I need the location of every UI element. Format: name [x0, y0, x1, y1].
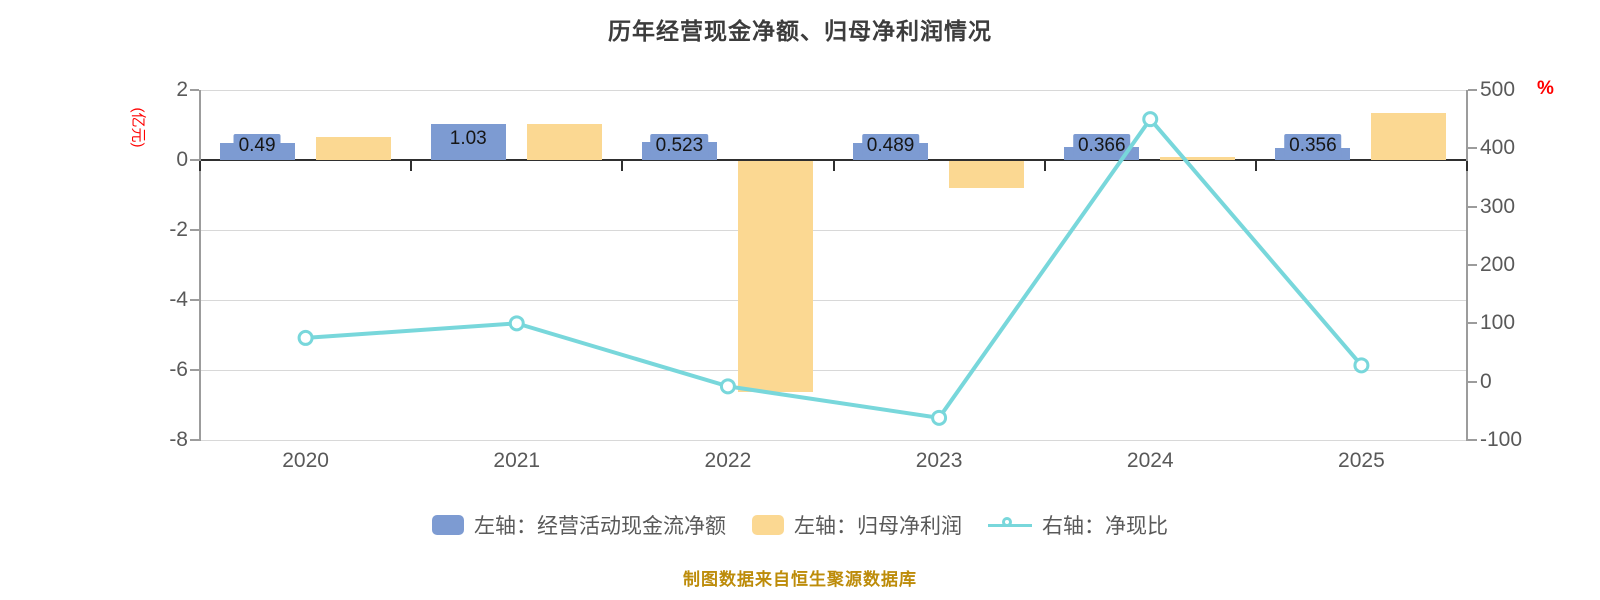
left-axis-tick-label: -2	[169, 218, 188, 241]
bar-value-label-2020: 0.49	[233, 134, 281, 158]
legend-swatch-operating-cashflow	[432, 515, 464, 535]
bar-net-profit-2020[interactable]	[315, 137, 391, 160]
right-axis-tick	[1468, 205, 1477, 208]
x-axis-tick	[832, 161, 835, 171]
right-axis-tick	[1468, 439, 1477, 441]
data-source-note: 制图数据来自恒生聚源数据库	[683, 570, 917, 589]
x-axis-label-2024: 2024	[1126, 449, 1174, 472]
left-axis-tick	[190, 369, 199, 371]
chart-title: 历年经营现金净额、归母净利润情况	[608, 18, 992, 44]
gridline	[200, 299, 1467, 301]
legend-item-net-cash-ratio[interactable]: 右轴：净现比	[988, 510, 1168, 540]
line-point-2024[interactable]	[1142, 111, 1159, 128]
legend-label-net-cash-ratio: 右轴：净现比	[1042, 515, 1168, 538]
right-axis-tick-label: 500	[1480, 78, 1516, 101]
legend-item-operating-cashflow[interactable]: 左轴：经营活动现金流净额	[432, 510, 726, 540]
bar-net-profit-2024[interactable]	[1160, 157, 1236, 160]
right-axis-tick	[1468, 380, 1477, 383]
x-axis-label-2022: 2022	[704, 449, 752, 472]
line-point-2021[interactable]	[508, 315, 525, 332]
right-axis-unit-label: %	[1537, 78, 1554, 99]
x-axis-tick	[410, 161, 413, 171]
x-axis-label-2021: 2021	[493, 449, 541, 472]
right-axis-line	[1466, 90, 1468, 441]
bar-value-label-2021: 1.03	[444, 126, 492, 151]
bar-value-label-2025: 0.356	[1284, 134, 1342, 158]
gridline	[200, 89, 1467, 91]
right-axis-tick-label: 300	[1480, 194, 1516, 218]
net-cash-ratio-line	[305, 115, 1363, 420]
left-axis-tick-label: -8	[169, 428, 188, 451]
right-axis-tick-label: 200	[1480, 253, 1516, 276]
right-axis-tick	[1468, 147, 1477, 150]
x-axis-label-2020: 2020	[282, 449, 329, 472]
left-axis-tick-label: -4	[169, 288, 188, 311]
left-axis-tick-label: 0	[176, 148, 188, 171]
bar-net-profit-2021[interactable]	[526, 123, 602, 160]
left-axis-tick	[190, 159, 199, 161]
left-axis-tick	[190, 299, 199, 301]
zero-axis-line	[200, 159, 1467, 161]
left-axis-tick	[190, 89, 199, 91]
line-point-2022[interactable]	[719, 378, 736, 395]
legend: 左轴：经营活动现金流净额 左轴：归母净利润 右轴：净现比	[0, 510, 1600, 540]
x-axis-tick	[1466, 161, 1468, 171]
gridline	[200, 369, 1467, 371]
line-point-2025[interactable]	[1353, 357, 1370, 374]
right-axis-tick-label: -100	[1480, 428, 1523, 451]
right-axis-tick-label: 400	[1480, 136, 1516, 160]
right-axis-tick	[1468, 264, 1477, 266]
bar-net-profit-2025[interactable]	[1371, 113, 1447, 160]
bar-value-label-2024: 0.366	[1072, 134, 1131, 158]
x-axis-label-2025: 2025	[1338, 449, 1385, 472]
x-axis-tick	[621, 161, 624, 171]
legend-line-marker-icon	[988, 515, 1032, 535]
right-axis-tick-label: 0	[1480, 369, 1492, 393]
legend-item-net-profit[interactable]: 左轴：归母净利润	[752, 510, 962, 540]
bar-value-label-2023: 0.489	[861, 134, 920, 158]
line-point-2023[interactable]	[931, 409, 948, 426]
gridline	[200, 439, 1467, 441]
left-axis-tick	[190, 439, 199, 441]
x-axis-label-2023: 2023	[915, 449, 963, 472]
x-axis-tick	[1254, 161, 1257, 171]
bar-net-profit-2022[interactable]	[737, 161, 813, 392]
right-axis-tick	[1468, 89, 1477, 91]
right-axis-tick	[1468, 322, 1477, 325]
x-axis-tick	[199, 161, 201, 171]
gridline	[200, 229, 1467, 231]
legend-swatch-net-profit	[752, 515, 784, 535]
legend-label-net-profit: 左轴：归母净利润	[794, 515, 962, 538]
legend-label-operating-cashflow: 左轴：经营活动现金流净额	[474, 515, 726, 538]
bar-value-label-2022: 0.523	[650, 134, 709, 158]
bar-net-profit-2023[interactable]	[949, 161, 1025, 189]
left-axis-line	[199, 90, 201, 441]
x-axis-tick	[1043, 161, 1046, 171]
left-axis-tick-label: 2	[176, 78, 188, 101]
left-axis-tick-label: -6	[169, 358, 188, 381]
right-axis-tick-label: 100	[1480, 311, 1516, 335]
left-axis-tick	[190, 229, 199, 231]
line-point-2020[interactable]	[297, 329, 314, 346]
